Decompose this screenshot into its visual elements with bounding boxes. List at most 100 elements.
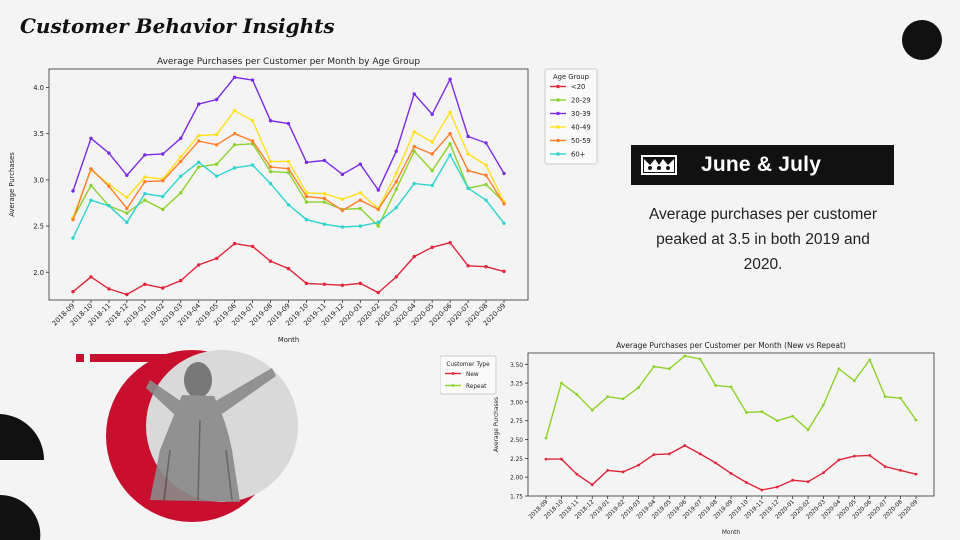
data-point	[806, 480, 810, 484]
data-point	[484, 198, 488, 202]
data-point	[89, 136, 93, 140]
data-point	[412, 130, 416, 134]
data-point	[143, 198, 147, 202]
data-point	[322, 158, 327, 163]
data-point	[179, 278, 183, 283]
data-point	[394, 205, 398, 210]
legend-title: Customer Type	[446, 362, 490, 368]
data-point	[667, 452, 671, 456]
data-point	[161, 286, 165, 290]
chart-title: Average Purchases per Customer per Month…	[616, 341, 846, 350]
data-point	[544, 457, 548, 461]
data-point	[412, 149, 416, 153]
data-point	[232, 166, 237, 170]
data-point	[775, 485, 779, 489]
legend-marker	[556, 84, 560, 89]
data-point	[322, 200, 327, 204]
data-point	[760, 488, 764, 492]
data-point	[125, 211, 129, 215]
data-point	[161, 179, 165, 183]
y-tick-label: 3.5	[33, 130, 44, 138]
legend-entry: Repeat	[466, 384, 487, 390]
data-point	[394, 275, 398, 279]
callout-banner: June & July	[631, 145, 894, 185]
data-point	[268, 169, 273, 174]
data-point	[412, 254, 416, 259]
data-point	[322, 192, 327, 196]
y-tick-label: 2.0	[33, 269, 44, 277]
data-point	[179, 191, 183, 195]
data-point	[125, 173, 129, 177]
legend-marker	[556, 111, 560, 116]
data-point	[606, 395, 610, 399]
data-point	[250, 78, 255, 82]
data-point	[268, 165, 273, 169]
data-point	[791, 414, 795, 418]
new-vs-repeat-line-chart: Average Purchases per Customer per Month…	[440, 341, 935, 536]
legend-marker	[556, 138, 560, 143]
legend-marker	[556, 125, 560, 129]
data-point	[868, 453, 872, 457]
data-point	[621, 470, 625, 474]
data-point	[714, 383, 717, 387]
y-tick-label: 3.50	[510, 363, 523, 369]
data-point	[179, 159, 183, 164]
y-tick-label: 2.25	[510, 457, 523, 463]
data-point	[322, 282, 327, 286]
data-point	[698, 452, 702, 456]
legend-entry: 30-39	[571, 110, 591, 118]
data-point	[358, 206, 363, 211]
chart-title: Average Purchases per Customer per Month…	[157, 57, 420, 67]
y-tick-label: 2.00	[510, 476, 523, 482]
data-point	[197, 139, 201, 143]
data-point	[340, 283, 345, 287]
data-point	[250, 119, 255, 123]
data-point	[466, 186, 470, 190]
data-point	[161, 207, 165, 212]
y-tick-label: 3.00	[510, 400, 523, 406]
data-point	[448, 153, 452, 157]
data-point	[466, 134, 470, 139]
data-point	[729, 385, 733, 389]
data-point	[394, 187, 398, 191]
data-point	[304, 200, 309, 204]
data-point	[745, 411, 748, 414]
data-point	[466, 264, 470, 268]
data-point	[125, 292, 129, 297]
data-point	[125, 195, 129, 200]
legend-title: Age Group	[553, 73, 589, 81]
data-point	[791, 478, 795, 482]
data-point	[502, 221, 506, 226]
data-point	[71, 189, 75, 193]
data-point	[268, 119, 273, 123]
y-axis-label: Average Purchases	[494, 397, 500, 452]
data-point	[250, 139, 255, 143]
data-point	[484, 182, 488, 187]
data-point	[575, 392, 579, 396]
data-point	[197, 102, 201, 106]
legend-entry: 40-49	[571, 124, 591, 132]
data-point	[412, 92, 416, 96]
data-point	[502, 171, 506, 176]
data-point	[652, 365, 656, 368]
data-point	[899, 469, 902, 472]
data-point	[590, 483, 594, 487]
data-point	[575, 472, 579, 476]
data-point	[430, 140, 434, 144]
legend-entry: 50-59	[571, 137, 591, 145]
black-corner-shape	[0, 414, 45, 460]
data-point	[214, 97, 219, 102]
data-point	[197, 133, 201, 138]
data-point	[376, 224, 380, 228]
data-point	[197, 165, 201, 169]
model-photo	[146, 362, 276, 502]
legend-marker	[451, 384, 455, 387]
data-point	[304, 217, 309, 222]
data-point	[232, 131, 237, 136]
data-point	[544, 436, 548, 440]
data-point	[376, 290, 380, 295]
black-corner-shape-lower	[0, 494, 41, 540]
data-point	[502, 202, 506, 206]
data-point	[822, 471, 825, 475]
callout-description: Average purchases per customer peaked at…	[648, 206, 878, 273]
